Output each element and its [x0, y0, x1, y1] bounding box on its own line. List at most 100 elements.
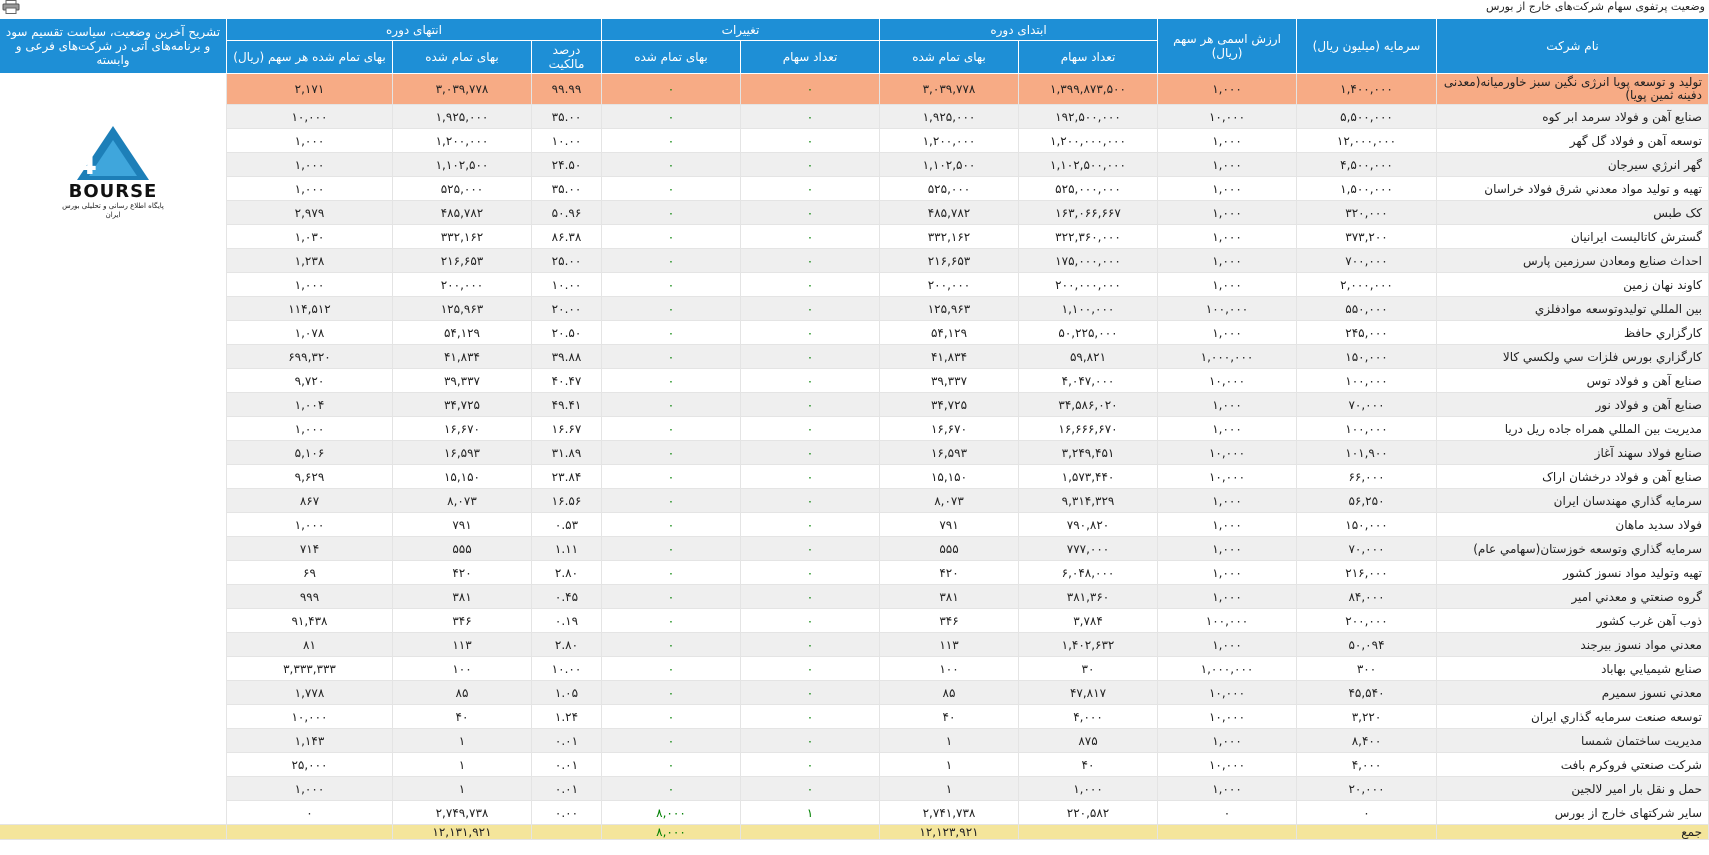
cell-ownership: ۲.۸۰ [530, 560, 602, 585]
cell-per-share: ۷۱۴ [225, 536, 393, 561]
cell-capital: ۵۶,۲۵۰ [1296, 488, 1437, 513]
cell-s-count: ۴۰ [1018, 752, 1158, 777]
cell-ownership: ۸۶.۳۸ [530, 224, 602, 249]
cell-par: ۱,۰۰۰ [1157, 728, 1297, 753]
cell-s-cost: ۱۶,۵۹۳ [878, 440, 1020, 465]
cell-ownership: ۱.۱۱ [530, 536, 602, 561]
cell-s-count: ۳,۷۸۴ [1018, 608, 1158, 633]
cell-c-cost: ۰ [600, 608, 741, 633]
cell-s-cost: ۱,۱۰۲,۵۰۰ [878, 152, 1020, 177]
cell-par: ۱,۰۰۰,۰۰۰ [1157, 656, 1297, 681]
table-row: صنايع آهن و فولاد توس ۱۰۰,۰۰۰ ۱۰,۰۰۰ ۴,۰۴۷,… [0, 368, 1709, 393]
cell-par: ۱۰,۰۰۰ [1157, 680, 1297, 705]
cell-e-cost: ۱,۹۲۵,۰۰۰ [391, 104, 532, 129]
cell-c-cost: ۰ [600, 632, 741, 657]
cell-s-count: ۱۶,۶۶۶,۶۷۰ [1018, 416, 1158, 441]
cell-c-count: ۰ [739, 128, 880, 153]
cell-c-count: ۰ [739, 512, 880, 537]
cell-par: ۱,۰۰۰ [1157, 176, 1297, 201]
cell-e-cost: ۱۶,۶۷۰ [391, 416, 532, 441]
cell-c-count: ۰ [739, 608, 880, 633]
cell-per-share: ۲,۹۷۹ [225, 200, 393, 225]
cell-c-cost: ۰ [600, 656, 741, 681]
cell-c-cost: ۰ [600, 584, 741, 609]
cell-c-cost: ۰ [600, 344, 741, 369]
cell-c-cost: ۰ [600, 368, 741, 393]
bourse-logo-icon: 24 [75, 126, 149, 182]
cell-e-cost: ۱۲۵,۹۶۳ [391, 296, 532, 321]
cell-ownership: ۰.۱۹ [530, 608, 602, 633]
cell-capital: ۴,۵۰۰,۰۰۰ [1296, 152, 1437, 177]
cell-c-count: ۰ [739, 632, 880, 657]
cell-c-count: ۱ [739, 800, 880, 825]
cell-par: ۱,۰۰۰ [1157, 776, 1297, 801]
portfolio-table: نام شرکت سرمایه (میلیون ریال) ارزش اسمی … [0, 18, 1709, 840]
cell-par: ۱,۰۰۰ [1157, 272, 1297, 297]
cell-s-count: ۳۲۲,۳۶۰,۰۰۰ [1018, 224, 1158, 249]
cell-per-share: ۱,۷۷۸ [225, 680, 393, 705]
cell-par: ۱,۰۰۰ [1157, 536, 1297, 561]
cell-s-count: ۱,۴۰۲,۶۳۲ [1018, 632, 1158, 657]
print-icon[interactable] [2, 0, 20, 14]
cell-per-share: ۰ [225, 800, 393, 825]
cell-s-cost: ۴۰ [878, 704, 1020, 729]
cell-per-share: ۱,۰۰۰ [225, 512, 393, 537]
total-ownership [530, 824, 602, 840]
cell-c-cost: ۰ [600, 104, 741, 129]
cell-per-share: ۶۹۹,۳۲۰ [225, 344, 393, 369]
cell-e-cost: ۱ [391, 752, 532, 777]
cell-s-cost: ۲,۷۴۱,۷۳۸ [878, 800, 1020, 825]
cell-par: ۱,۰۰۰ [1157, 200, 1297, 225]
cell-capital: ۳۲۰,۰۰۰ [1296, 200, 1437, 225]
cell-name: صنايع آهن و فولاد درخشان اراک [1436, 464, 1709, 489]
cell-s-count: ۳۸۱,۳۶۰ [1018, 584, 1158, 609]
cell-name: بين المللي توليدوتوسعه موادفلزي [1436, 296, 1709, 321]
cell-c-count: ۰ [739, 488, 880, 513]
cell-s-cost: ۴۱,۸۳۴ [878, 344, 1020, 369]
cell-capital: ۲۰,۰۰۰ [1296, 776, 1437, 801]
cell-per-share: ۱۱۴,۵۱۲ [225, 296, 393, 321]
cell-e-cost: ۱۰۰ [391, 656, 532, 681]
cell-name: صنايع فولاد سهند آغاز [1436, 440, 1709, 465]
cell-capital: ۴۵,۵۴۰ [1296, 680, 1437, 705]
cell-per-share: ۱,۰۰۰ [225, 416, 393, 441]
table-row: فولاد سديد ماهان ۱۵۰,۰۰۰ ۱,۰۰۰ ۷۹۰,۸۲۰ ۷۹۱ ۰ ۰… [0, 512, 1709, 537]
cell-c-count: ۰ [739, 680, 880, 705]
cell-c-count: ۰ [739, 152, 880, 177]
cell-s-count: ۱,۰۰۰ [1018, 776, 1158, 801]
cell-c-cost: ۰ [600, 536, 741, 561]
cell-s-count: ۱,۵۷۳,۴۴۰ [1018, 464, 1158, 489]
cell-e-cost: ۱,۲۰۰,۰۰۰ [391, 128, 532, 153]
cell-par: ۱۰,۰۰۰ [1157, 704, 1297, 729]
total-par [1157, 824, 1297, 840]
cell-s-cost: ۱۲۵,۹۶۳ [878, 296, 1020, 321]
table-row: صنايع آهن و فولاد نور ۷۰,۰۰۰ ۱,۰۰۰ ۳۴,۵۸۶,۰… [0, 392, 1709, 417]
total-description [0, 824, 227, 840]
total-start-shares [1018, 824, 1158, 840]
header-ownership: درصد مالکیت [530, 40, 602, 74]
header-change-shares: تعداد سهام [739, 40, 880, 74]
cell-per-share: ۱,۰۳۰ [225, 224, 393, 249]
cell-ownership: ۳۵.۰۰ [530, 176, 602, 201]
cell-e-cost: ۱۶,۵۹۳ [391, 440, 532, 465]
cell-s-count: ۷۷۷,۰۰۰ [1018, 536, 1158, 561]
total-change-shares [739, 824, 880, 840]
cell-c-count: ۰ [739, 392, 880, 417]
cell-per-share: ۱,۰۰۰ [225, 176, 393, 201]
table-row: صنايع شيميايي بهاباد ۳۰۰ ۱,۰۰۰,۰۰۰ ۳۰ ۱۰۰ ۰ ۰ ۱… [0, 656, 1709, 681]
table-row: سایر شرکتهای خارج از بورس ۰ ۰ ۲۲۰,۵۸۲ ۲,۷۴۱,… [0, 800, 1709, 825]
cell-par: ۱,۰۰۰ [1157, 128, 1297, 153]
cell-ownership: ۰.۰۱ [530, 752, 602, 777]
cell-per-share: ۲,۱۷۱ [225, 73, 393, 105]
total-label: جمع [1436, 824, 1709, 840]
cell-capital: ۴,۰۰۰ [1296, 752, 1437, 777]
cell-s-cost: ۳۸۱ [878, 584, 1020, 609]
cell-s-cost: ۱۶,۶۷۰ [878, 416, 1020, 441]
cell-name: گسترش کاتالیست ایرانیان [1436, 224, 1709, 249]
cell-par: ۱,۰۰۰ [1157, 248, 1297, 273]
cell-s-cost: ۱ [878, 776, 1020, 801]
cell-name: احداث صنايع ومعادن سرزمين پارس [1436, 248, 1709, 273]
cell-s-cost: ۳۴۶ [878, 608, 1020, 633]
cell-c-count: ۰ [739, 176, 880, 201]
table-row: مديريت بين المللي همراه جاده ريل دريا ۱۰۰… [0, 416, 1709, 441]
